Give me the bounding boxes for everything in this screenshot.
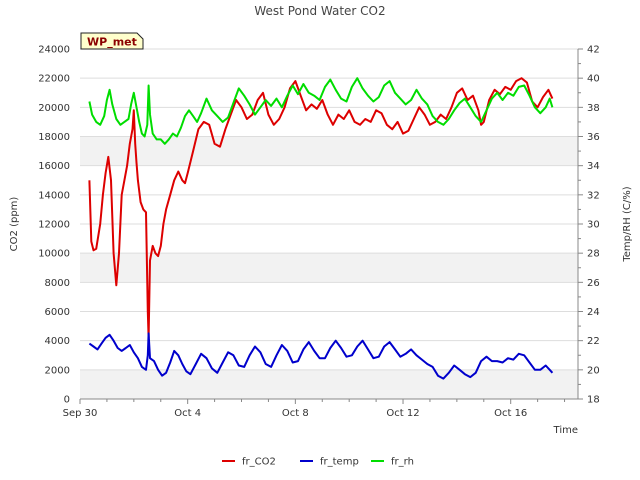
y-right-axis-title: Temp/RH (C/%) (622, 186, 633, 262)
y-right-ticks: 18 20 22 24 26 28 30 32 34 36 38 40 42 (578, 45, 600, 406)
x-ticks: Sep 30 Oct 4 Oct 8 Oct 12 Oct 16 (63, 399, 566, 419)
y-left-tick-label: 4000 (45, 336, 70, 347)
x-tick-label: Oct 16 (494, 408, 527, 419)
station-badge-box (80, 32, 144, 50)
x-tick-label: Oct 12 (386, 408, 419, 419)
series-line-fr-CO2 (88, 77, 554, 339)
legend-label: fr_temp (320, 457, 359, 468)
legend-label: fr_rh (391, 457, 414, 468)
y-right-tick-label: 34 (587, 161, 600, 172)
x-tick-label: Oct 4 (174, 408, 201, 419)
legend: fr_CO2 fr_temp fr_rh (222, 457, 414, 468)
station-badge: WP_met (80, 32, 144, 50)
background-band (80, 369, 578, 399)
series-line-fr-temp (88, 332, 554, 380)
legend-label: fr_CO2 (242, 457, 276, 468)
y-left-tick-label: 20000 (38, 103, 70, 114)
gridlines (80, 48, 578, 400)
x-tick-label: Oct 8 (282, 408, 309, 419)
y-left-tick-label: 10000 (38, 249, 70, 260)
x-axis-title: Time (553, 425, 578, 436)
x-tick-label: Sep 30 (63, 408, 98, 419)
y-right-tick-label: 42 (587, 45, 600, 56)
series-layer (88, 77, 554, 380)
y-right-tick-label: 20 (587, 365, 600, 376)
y-right-tick-label: 26 (587, 278, 600, 289)
y-left-tick-label: 0 (64, 395, 70, 406)
y-right-tick-label: 22 (587, 336, 600, 347)
y-left-tick-label: 22000 (38, 74, 70, 85)
y-left-tick-label: 16000 (38, 161, 70, 172)
y-right-tick-label: 32 (587, 190, 600, 201)
chart-title: West Pond Water CO2 (254, 4, 385, 18)
background-band (80, 136, 578, 166)
y-left-tick-label: 18000 (38, 132, 70, 143)
y-left-tick-label: 14000 (38, 190, 70, 201)
station-badge-label: WP_met (87, 36, 137, 49)
y-left-tick-label: 24000 (38, 45, 70, 56)
background-bands (80, 136, 578, 399)
y-left-axis-title: CO2 (ppm) (9, 197, 20, 252)
background-band (80, 253, 578, 283)
y-left-tick-label: 2000 (45, 365, 70, 376)
y-left-ticks: 0 2000 4000 6000 8000 10000 12000 14000 16000 180… (38, 45, 70, 406)
y-left-tick-label: 6000 (45, 307, 70, 318)
y-left-tick-label: 8000 (45, 278, 70, 289)
y-right-tick-label: 40 (587, 74, 600, 85)
y-right-tick-label: 38 (587, 103, 600, 114)
y-right-tick-label: 24 (587, 307, 600, 318)
y-left-tick-label: 12000 (38, 220, 70, 231)
y-right-tick-label: 18 (587, 395, 600, 406)
series-line-fr-rh (88, 77, 554, 145)
y-right-tick-label: 30 (587, 220, 600, 231)
y-right-tick-label: 36 (587, 132, 600, 143)
y-right-tick-label: 28 (587, 249, 600, 260)
